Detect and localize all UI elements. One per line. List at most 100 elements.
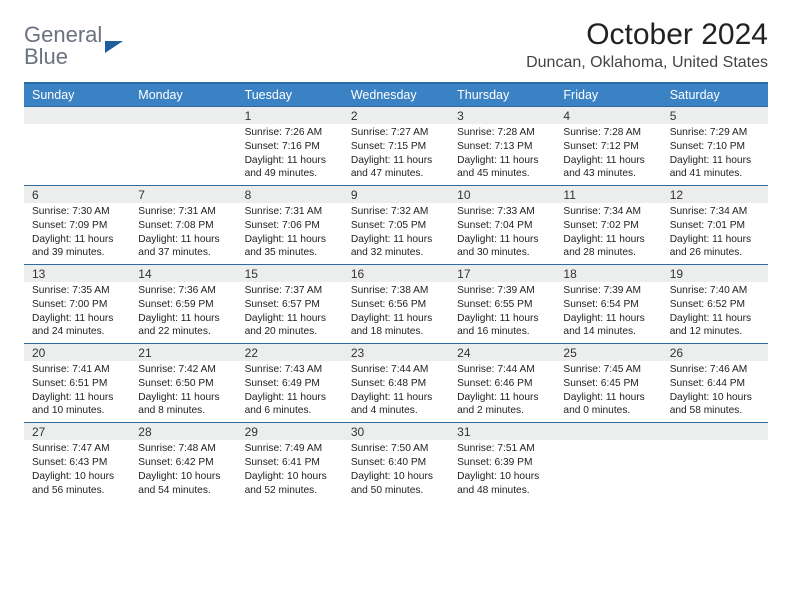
- sunrise-text: Sunrise: 7:44 AM: [457, 363, 547, 377]
- sunrise-text: Sunrise: 7:50 AM: [351, 442, 441, 456]
- day-number: 11: [555, 186, 661, 203]
- sunrise-text: Sunrise: 7:36 AM: [138, 284, 228, 298]
- day-number: 18: [555, 265, 661, 282]
- day-cell: 26Sunrise: 7:46 AMSunset: 6:44 PMDayligh…: [662, 344, 768, 422]
- location: Duncan, Oklahoma, United States: [526, 54, 768, 72]
- day-number: 8: [237, 186, 343, 203]
- day-cell: 3Sunrise: 7:28 AMSunset: 7:13 PMDaylight…: [449, 107, 555, 185]
- day-cell: 18Sunrise: 7:39 AMSunset: 6:54 PMDayligh…: [555, 265, 661, 343]
- sunrise-text: Sunrise: 7:30 AM: [32, 205, 122, 219]
- day-body: [130, 124, 236, 184]
- day-body: Sunrise: 7:34 AMSunset: 7:02 PMDaylight:…: [555, 203, 661, 264]
- daylight-text: Daylight: 11 hours and 43 minutes.: [563, 154, 653, 182]
- daylight-text: Daylight: 11 hours and 10 minutes.: [32, 391, 122, 419]
- day-cell: 17Sunrise: 7:39 AMSunset: 6:55 PMDayligh…: [449, 265, 555, 343]
- sunrise-text: Sunrise: 7:44 AM: [351, 363, 441, 377]
- sunset-text: Sunset: 7:02 PM: [563, 219, 653, 233]
- daylight-text: Daylight: 10 hours and 54 minutes.: [138, 470, 228, 498]
- dayhead-sun: Sunday: [24, 84, 130, 106]
- dayhead-wed: Wednesday: [343, 84, 449, 106]
- sunrise-text: Sunrise: 7:31 AM: [245, 205, 335, 219]
- day-number: 30: [343, 423, 449, 440]
- day-number: 3: [449, 107, 555, 124]
- sunrise-text: Sunrise: 7:28 AM: [563, 126, 653, 140]
- day-number: 9: [343, 186, 449, 203]
- daylight-text: Daylight: 11 hours and 20 minutes.: [245, 312, 335, 340]
- sunrise-text: Sunrise: 7:29 AM: [670, 126, 760, 140]
- day-number: 25: [555, 344, 661, 361]
- sunrise-text: Sunrise: 7:38 AM: [351, 284, 441, 298]
- daylight-text: Daylight: 11 hours and 16 minutes.: [457, 312, 547, 340]
- day-cell: [662, 423, 768, 501]
- day-cell: 30Sunrise: 7:50 AMSunset: 6:40 PMDayligh…: [343, 423, 449, 501]
- day-number: 6: [24, 186, 130, 203]
- sunset-text: Sunset: 6:55 PM: [457, 298, 547, 312]
- day-number: 12: [662, 186, 768, 203]
- sunset-text: Sunset: 6:59 PM: [138, 298, 228, 312]
- day-body: Sunrise: 7:34 AMSunset: 7:01 PMDaylight:…: [662, 203, 768, 264]
- day-number: 7: [130, 186, 236, 203]
- sunrise-text: Sunrise: 7:49 AM: [245, 442, 335, 456]
- sunset-text: Sunset: 7:15 PM: [351, 140, 441, 154]
- day-body: Sunrise: 7:47 AMSunset: 6:43 PMDaylight:…: [24, 440, 130, 501]
- dayhead-sat: Saturday: [662, 84, 768, 106]
- dayhead-tue: Tuesday: [237, 84, 343, 106]
- daylight-text: Daylight: 11 hours and 24 minutes.: [32, 312, 122, 340]
- day-body: Sunrise: 7:31 AMSunset: 7:08 PMDaylight:…: [130, 203, 236, 264]
- day-cell: 4Sunrise: 7:28 AMSunset: 7:12 PMDaylight…: [555, 107, 661, 185]
- day-cell: 2Sunrise: 7:27 AMSunset: 7:15 PMDaylight…: [343, 107, 449, 185]
- daylight-text: Daylight: 11 hours and 28 minutes.: [563, 233, 653, 261]
- sunset-text: Sunset: 7:16 PM: [245, 140, 335, 154]
- daylight-text: Daylight: 10 hours and 56 minutes.: [32, 470, 122, 498]
- sunrise-text: Sunrise: 7:40 AM: [670, 284, 760, 298]
- day-number: 31: [449, 423, 555, 440]
- daylight-text: Daylight: 11 hours and 2 minutes.: [457, 391, 547, 419]
- day-cell: 6Sunrise: 7:30 AMSunset: 7:09 PMDaylight…: [24, 186, 130, 264]
- daylight-text: Daylight: 11 hours and 37 minutes.: [138, 233, 228, 261]
- daylight-text: Daylight: 11 hours and 49 minutes.: [245, 154, 335, 182]
- day-body: Sunrise: 7:32 AMSunset: 7:05 PMDaylight:…: [343, 203, 449, 264]
- day-cell: 19Sunrise: 7:40 AMSunset: 6:52 PMDayligh…: [662, 265, 768, 343]
- day-body: Sunrise: 7:51 AMSunset: 6:39 PMDaylight:…: [449, 440, 555, 501]
- sunrise-text: Sunrise: 7:34 AM: [563, 205, 653, 219]
- sunrise-text: Sunrise: 7:39 AM: [563, 284, 653, 298]
- sunset-text: Sunset: 6:42 PM: [138, 456, 228, 470]
- day-cell: 31Sunrise: 7:51 AMSunset: 6:39 PMDayligh…: [449, 423, 555, 501]
- sunrise-text: Sunrise: 7:45 AM: [563, 363, 653, 377]
- day-body: Sunrise: 7:28 AMSunset: 7:12 PMDaylight:…: [555, 124, 661, 185]
- calendar-body: 1Sunrise: 7:26 AMSunset: 7:16 PMDaylight…: [24, 106, 768, 501]
- dayhead-fri: Friday: [555, 84, 661, 106]
- sunset-text: Sunset: 7:10 PM: [670, 140, 760, 154]
- day-cell: 27Sunrise: 7:47 AMSunset: 6:43 PMDayligh…: [24, 423, 130, 501]
- sunset-text: Sunset: 6:39 PM: [457, 456, 547, 470]
- day-cell: 16Sunrise: 7:38 AMSunset: 6:56 PMDayligh…: [343, 265, 449, 343]
- daylight-text: Daylight: 10 hours and 48 minutes.: [457, 470, 547, 498]
- day-body: Sunrise: 7:31 AMSunset: 7:06 PMDaylight:…: [237, 203, 343, 264]
- day-cell: 15Sunrise: 7:37 AMSunset: 6:57 PMDayligh…: [237, 265, 343, 343]
- day-cell: 1Sunrise: 7:26 AMSunset: 7:16 PMDaylight…: [237, 107, 343, 185]
- day-body: Sunrise: 7:37 AMSunset: 6:57 PMDaylight:…: [237, 282, 343, 343]
- sunset-text: Sunset: 7:01 PM: [670, 219, 760, 233]
- sunset-text: Sunset: 6:46 PM: [457, 377, 547, 391]
- sunset-text: Sunset: 7:06 PM: [245, 219, 335, 233]
- day-number: [555, 423, 661, 440]
- sunrise-text: Sunrise: 7:26 AM: [245, 126, 335, 140]
- day-body: [555, 440, 661, 500]
- week-row: 27Sunrise: 7:47 AMSunset: 6:43 PMDayligh…: [24, 422, 768, 501]
- calendar: Sunday Monday Tuesday Wednesday Thursday…: [24, 82, 768, 501]
- sunset-text: Sunset: 6:45 PM: [563, 377, 653, 391]
- day-body: Sunrise: 7:41 AMSunset: 6:51 PMDaylight:…: [24, 361, 130, 422]
- dayhead-mon: Monday: [130, 84, 236, 106]
- day-body: Sunrise: 7:40 AMSunset: 6:52 PMDaylight:…: [662, 282, 768, 343]
- sunset-text: Sunset: 6:48 PM: [351, 377, 441, 391]
- day-number: 21: [130, 344, 236, 361]
- day-cell: 23Sunrise: 7:44 AMSunset: 6:48 PMDayligh…: [343, 344, 449, 422]
- week-row: 6Sunrise: 7:30 AMSunset: 7:09 PMDaylight…: [24, 185, 768, 264]
- daylight-text: Daylight: 11 hours and 30 minutes.: [457, 233, 547, 261]
- sunrise-text: Sunrise: 7:43 AM: [245, 363, 335, 377]
- day-cell: 20Sunrise: 7:41 AMSunset: 6:51 PMDayligh…: [24, 344, 130, 422]
- day-body: Sunrise: 7:28 AMSunset: 7:13 PMDaylight:…: [449, 124, 555, 185]
- month-title: October 2024: [526, 18, 768, 52]
- day-cell: [130, 107, 236, 185]
- day-number: 24: [449, 344, 555, 361]
